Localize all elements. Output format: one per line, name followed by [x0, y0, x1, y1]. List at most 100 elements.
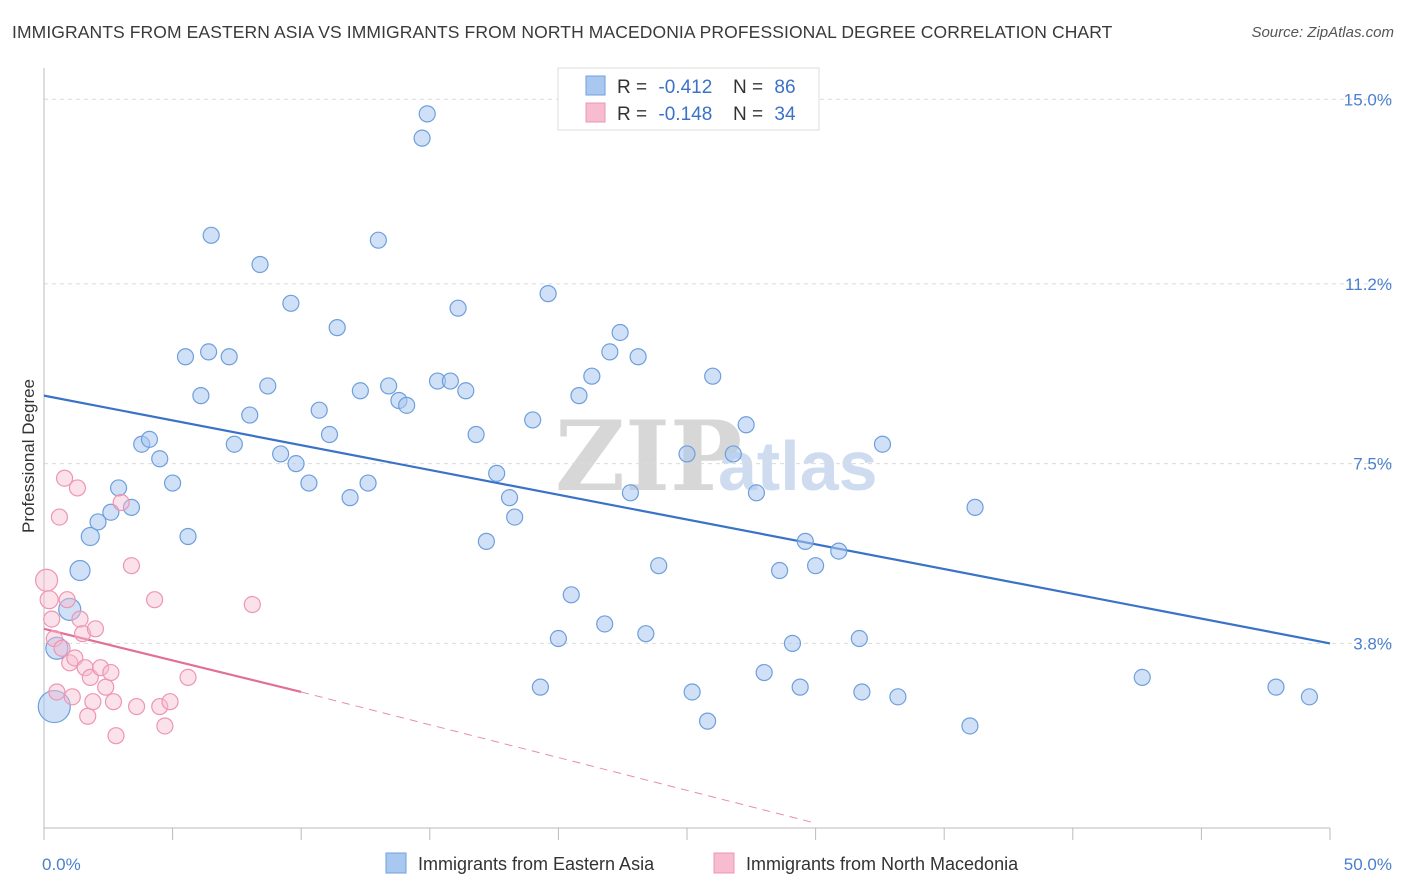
point-eastern-asia	[310, 401, 328, 419]
point-eastern-asia	[320, 425, 339, 444]
point-north-macedonia	[102, 663, 120, 682]
point-eastern-asia	[225, 435, 243, 453]
point-eastern-asia	[611, 323, 629, 342]
point-eastern-asia	[524, 411, 542, 429]
point-eastern-asia	[539, 285, 557, 303]
legend-n-value: 86	[774, 77, 795, 98]
point-eastern-asia	[359, 474, 377, 492]
point-eastern-asia	[418, 105, 436, 123]
point-eastern-asia	[601, 343, 619, 361]
point-eastern-asia	[853, 683, 871, 701]
point-eastern-asia	[80, 526, 100, 547]
point-eastern-asia	[259, 377, 277, 395]
bottom-legend: Immigrants from Eastern Asia Immigrants …	[385, 852, 1019, 874]
point-north-macedonia	[43, 610, 61, 628]
point-north-macedonia	[84, 693, 102, 711]
watermark: ZIP atlas	[555, 400, 878, 513]
point-eastern-asia	[791, 678, 809, 696]
y-tick-label: 11.2%	[1345, 275, 1392, 294]
point-eastern-asia	[202, 226, 220, 244]
svg-text:R = -0.148: R = -0.148	[617, 104, 712, 125]
trend-line-north-macedonia	[43, 627, 302, 694]
point-north-macedonia	[161, 693, 179, 711]
trend-line-eastern-asia	[43, 394, 1331, 645]
point-north-macedonia	[243, 595, 261, 614]
point-eastern-asia	[398, 396, 416, 414]
point-north-macedonia	[58, 591, 76, 609]
point-eastern-asia	[830, 542, 848, 560]
legend-n-label: N =	[733, 104, 763, 125]
watermark-zip: ZIP	[555, 400, 742, 513]
point-eastern-asia	[698, 712, 717, 730]
point-eastern-asia	[621, 484, 640, 502]
y-tick-label: 3.8%	[1353, 634, 1392, 653]
point-eastern-asia	[176, 348, 195, 366]
legend-r-value: -0.148	[658, 104, 712, 125]
point-eastern-asia	[45, 636, 69, 660]
legend-swatch-eastern-asia	[585, 75, 606, 96]
point-eastern-asia	[966, 498, 984, 516]
bottom-legend-swatch-north-macedonia	[713, 852, 735, 874]
point-eastern-asia	[806, 557, 825, 575]
y-tick-label: 15.0%	[1344, 90, 1392, 109]
svg-text:N = 34: N = 34	[733, 104, 796, 125]
point-eastern-asia	[783, 634, 802, 652]
point-north-macedonia	[107, 727, 125, 745]
point-north-macedonia	[151, 697, 169, 716]
legend-swatch-north-macedonia	[585, 102, 606, 123]
point-north-macedonia	[79, 707, 97, 725]
point-eastern-asia	[272, 445, 290, 463]
point-eastern-asia	[300, 474, 318, 492]
legend-r-value: -0.412	[658, 77, 712, 98]
point-eastern-asia	[562, 586, 580, 604]
point-north-macedonia	[34, 568, 59, 592]
point-eastern-asia	[770, 561, 789, 580]
point-eastern-asia	[747, 484, 766, 502]
point-eastern-asia	[351, 382, 369, 400]
point-eastern-asia	[889, 688, 907, 706]
chart-title: IMMIGRANTS FROM EASTERN ASIA VS IMMIGRAN…	[12, 22, 1113, 42]
point-north-macedonia	[91, 659, 110, 677]
point-eastern-asia	[58, 597, 82, 621]
point-eastern-asia	[89, 513, 107, 531]
point-eastern-asia	[737, 416, 755, 434]
point-north-macedonia	[104, 693, 123, 711]
x-tick-label: 50.0%	[1344, 855, 1392, 874]
y-tick-label: 7.5%	[1353, 455, 1392, 474]
point-eastern-asia	[704, 367, 722, 385]
point-eastern-asia	[467, 425, 485, 444]
point-eastern-asia	[873, 435, 892, 453]
point-eastern-asia	[570, 387, 588, 405]
point-eastern-asia	[477, 532, 495, 550]
point-eastern-asia	[413, 129, 431, 147]
legend-r-label: R =	[617, 77, 647, 98]
point-eastern-asia	[1300, 688, 1319, 706]
point-north-macedonia	[39, 590, 59, 610]
point-eastern-asia	[683, 683, 701, 701]
point-north-macedonia	[73, 625, 92, 643]
point-eastern-asia	[488, 464, 506, 482]
point-north-macedonia	[63, 688, 81, 706]
trend-lines	[43, 394, 1331, 824]
point-eastern-asia	[755, 663, 773, 682]
point-north-macedonia	[53, 639, 71, 657]
point-eastern-asia	[596, 615, 614, 633]
point-north-macedonia	[122, 557, 141, 575]
legend-n-value: 34	[774, 104, 796, 125]
data-points	[34, 105, 1319, 745]
grid-lines	[44, 98, 1392, 644]
point-eastern-asia	[287, 455, 305, 473]
point-eastern-asia	[1267, 678, 1285, 696]
point-eastern-asia	[341, 489, 359, 507]
point-eastern-asia	[328, 319, 346, 337]
point-north-macedonia	[50, 508, 69, 526]
point-north-macedonia	[127, 697, 146, 716]
tick-labels: 3.8% 7.5% 11.2% 15.0% 0.0% 50.0%	[42, 90, 1392, 874]
point-north-macedonia	[68, 479, 87, 497]
point-eastern-asia	[369, 231, 387, 249]
legend-box: R = -0.412 N = 86 R = -0.148 N = 34	[557, 67, 820, 131]
point-eastern-asia	[629, 348, 647, 366]
point-eastern-asia	[961, 717, 979, 735]
y-axis-label: Professional Degree	[19, 379, 38, 533]
